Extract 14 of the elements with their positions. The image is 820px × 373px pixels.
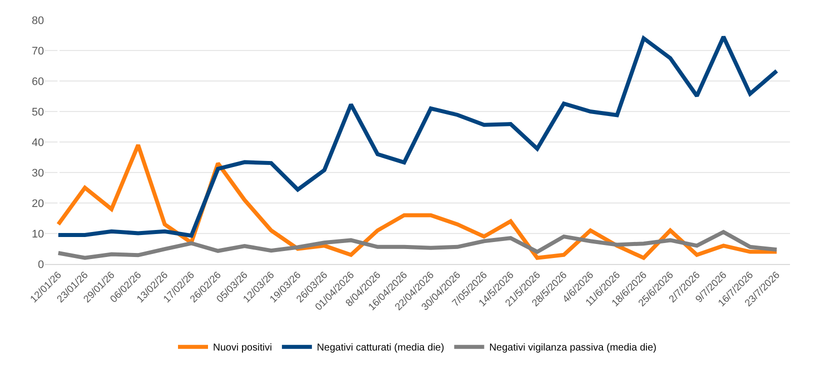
y-tick-label: 70 <box>32 45 44 58</box>
y-tick-label: 60 <box>32 76 44 88</box>
y-tick-label: 20 <box>32 198 44 210</box>
y-tick-label: 50 <box>32 106 44 118</box>
legend-label: Negativi catturati (media die) <box>316 342 444 354</box>
y-tick-label: 80 <box>32 14 44 27</box>
legend-label: Nuovi positivi <box>213 342 272 354</box>
line-series <box>56 230 779 260</box>
legend-label: Negativi vigilanza passiva (media die) <box>489 342 657 354</box>
y-tick-label: 30 <box>32 167 44 180</box>
y-tick-label: 10 <box>32 228 44 240</box>
y-tick-label: 40 <box>32 136 44 149</box>
y-tick-label: 0 <box>38 258 44 271</box>
line-series <box>56 34 779 238</box>
